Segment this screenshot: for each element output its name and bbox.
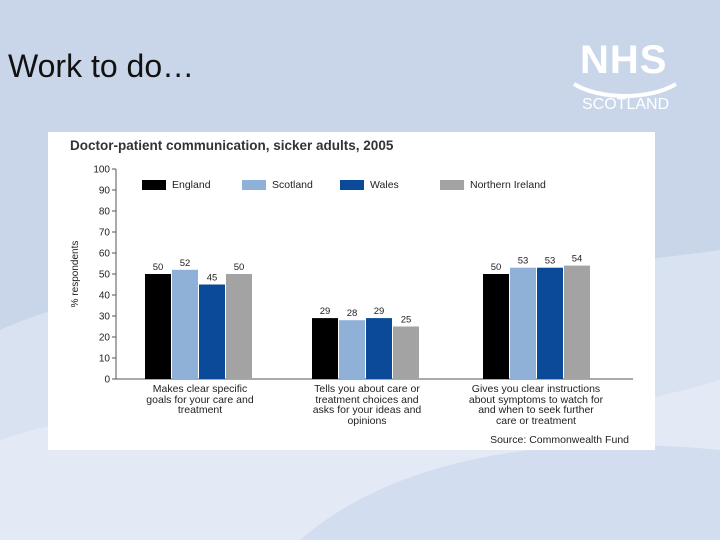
bar-value-label: 52	[180, 258, 191, 269]
chart-title: Doctor-patient communication, sicker adu…	[70, 138, 394, 153]
chart-panel: Doctor-patient communication, sicker adu…	[48, 132, 655, 450]
category-label: Gives you clear instructions about sympt…	[468, 383, 604, 427]
bar	[339, 320, 365, 379]
bar-value-label: 50	[234, 262, 245, 273]
category-label: Makes clear specific goals for your care…	[146, 383, 254, 416]
y-tick-label: 100	[93, 165, 110, 176]
logo-scotland-text: SCOTLAND	[582, 96, 670, 113]
logo-swoosh	[572, 82, 678, 98]
logo-nhs-text: NHS	[580, 38, 668, 82]
bar-value-label: 50	[491, 262, 502, 273]
legend-label: Northern Ireland	[470, 179, 546, 191]
bar-value-label: 54	[572, 254, 583, 265]
legend-label: Wales	[370, 179, 399, 191]
y-tick-label: 60	[99, 249, 111, 260]
slide-title: Work to do…	[8, 48, 195, 84]
y-tick-label: 40	[99, 291, 111, 302]
bar	[366, 318, 392, 379]
bar	[510, 267, 536, 379]
y-tick-label: 10	[99, 354, 111, 365]
y-tick-label: 70	[99, 228, 111, 239]
bar	[312, 318, 338, 379]
bar	[226, 274, 252, 379]
category-label: Tells you about care or treatment choice…	[312, 383, 422, 427]
bar-value-label: 28	[347, 308, 358, 319]
legend-label: England	[172, 179, 211, 191]
bar-value-label: 50	[153, 262, 164, 273]
bar-value-label: 29	[374, 306, 385, 317]
bar	[172, 269, 198, 379]
bar-value-label: 45	[207, 273, 218, 284]
legend-swatch	[142, 180, 166, 190]
bar-value-label: 25	[401, 315, 412, 326]
y-tick-label: 50	[99, 270, 111, 281]
y-axis-label: % respondents	[70, 241, 81, 308]
legend-swatch	[242, 180, 266, 190]
bar	[199, 284, 225, 379]
y-tick-label: 0	[104, 375, 110, 386]
bar	[393, 326, 419, 379]
y-tick-label: 20	[99, 333, 111, 344]
bar	[145, 274, 171, 379]
bar-value-label: 53	[518, 256, 529, 267]
bar	[564, 265, 590, 379]
legend-swatch	[440, 180, 464, 190]
y-tick-label: 80	[99, 207, 111, 218]
chart-source: Source: Commonwealth Fund	[490, 434, 629, 446]
y-tick-label: 90	[99, 186, 111, 197]
bar-value-label: 53	[545, 256, 556, 267]
legend-swatch	[340, 180, 364, 190]
bar	[483, 274, 509, 379]
bar-chart: 0 10 20 30 40 50 60 70 80 90 100 % respondents 50 52 4…	[70, 165, 633, 386]
y-tick-label: 30	[99, 312, 111, 323]
nhs-scotland-logo: NHS SCOTLAND	[570, 38, 680, 118]
bar	[537, 267, 563, 379]
legend-label: Scotland	[272, 179, 313, 191]
bar-value-label: 29	[320, 306, 331, 317]
